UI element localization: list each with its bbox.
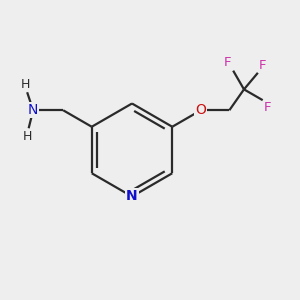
Text: F: F bbox=[264, 101, 271, 114]
Text: H: H bbox=[22, 130, 32, 143]
Text: N: N bbox=[28, 103, 38, 117]
Text: O: O bbox=[195, 103, 206, 117]
Text: N: N bbox=[126, 190, 138, 203]
Text: F: F bbox=[259, 58, 266, 72]
Text: F: F bbox=[224, 56, 232, 70]
Text: H: H bbox=[21, 78, 30, 91]
